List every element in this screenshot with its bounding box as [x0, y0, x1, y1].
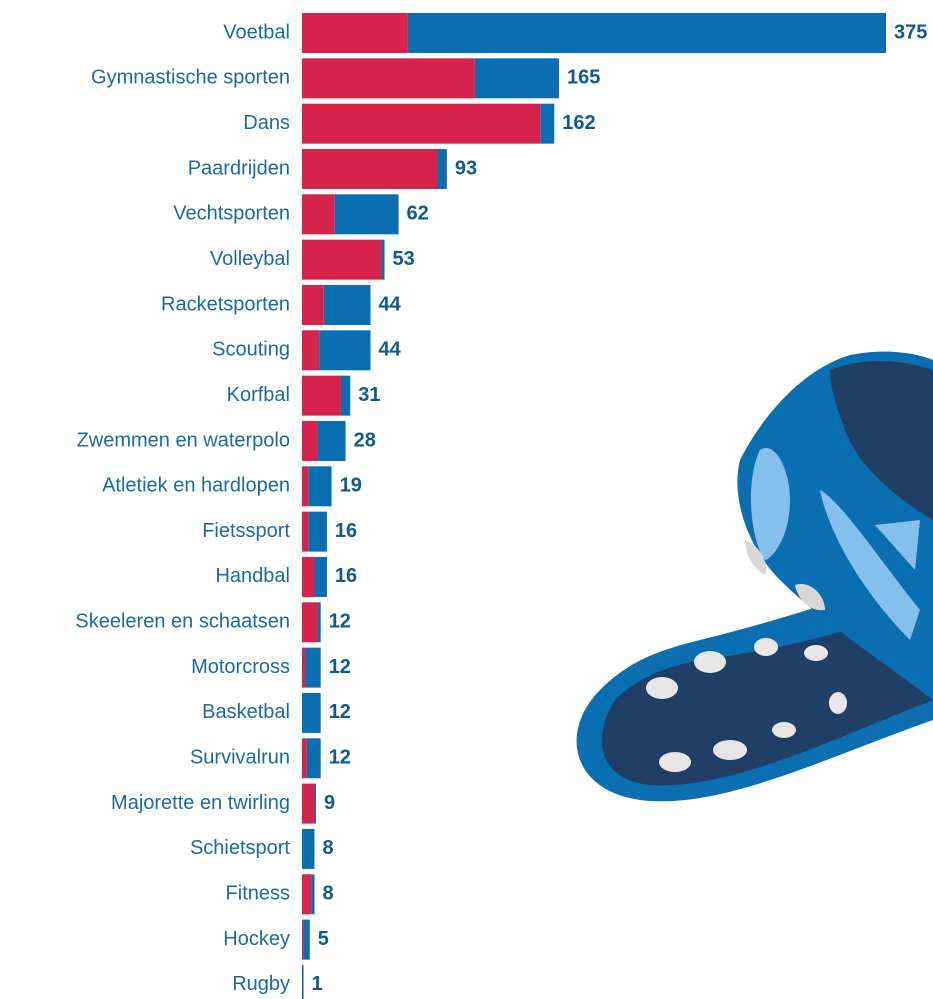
category-label: Dans [243, 112, 290, 134]
total-label: 44 [379, 293, 402, 315]
bar-segment [308, 511, 327, 552]
total-label: 16 [335, 520, 357, 542]
bar-segment [407, 13, 886, 53]
bar-segment [302, 375, 341, 416]
total-label: 8 [322, 837, 333, 859]
total-label: 19 [340, 475, 362, 497]
total-label: 62 [407, 203, 429, 225]
total-label: 12 [329, 611, 351, 633]
category-label: Majorette en twirling [111, 792, 290, 814]
bar-segment [302, 330, 320, 371]
bar-segment [314, 556, 327, 597]
bar-segment [437, 148, 447, 189]
total-label: 31 [358, 384, 380, 406]
category-label: Fietssport [202, 520, 290, 542]
total-label: 16 [335, 565, 357, 587]
category-label: Hockey [223, 928, 290, 950]
total-label: 375 [894, 21, 927, 43]
category-label: Schietsport [190, 837, 290, 859]
total-label: 8 [322, 883, 333, 905]
category-label: Voetbal [223, 21, 290, 43]
shoe-illustration [576, 351, 933, 802]
bar-segment [302, 738, 307, 779]
bar-segment [308, 466, 332, 507]
bar-segment [314, 783, 317, 824]
bar-segment [302, 194, 335, 235]
bar-segment [302, 556, 315, 597]
bar-segment [302, 919, 304, 960]
total-label: 9 [324, 792, 335, 814]
bar-segment [302, 466, 309, 507]
bar-segment [302, 58, 475, 99]
category-label: Rugby [232, 973, 290, 995]
total-label: 44 [379, 339, 402, 361]
category-label: Racketsporten [161, 293, 290, 315]
category-label: Volleybal [210, 248, 290, 270]
bar-segment [302, 239, 382, 280]
category-label: Korfbal [227, 384, 290, 406]
total-label: 12 [329, 747, 351, 769]
bar-segment [302, 420, 318, 461]
bar-segment [302, 13, 408, 53]
category-label: Motorcross [191, 656, 290, 678]
category-label: Vechtsporten [173, 203, 290, 225]
total-label: 93 [455, 157, 477, 179]
bar-segment [305, 647, 321, 688]
bar-segment [334, 194, 399, 235]
category-label: Basketbal [202, 701, 290, 723]
bar-segment [302, 511, 309, 552]
total-label: 53 [393, 248, 415, 270]
category-label: Skeeleren en schaatsen [75, 611, 290, 633]
bar-segment [474, 58, 559, 99]
bar-segment [302, 783, 315, 824]
total-label: 165 [567, 67, 600, 89]
total-label: 5 [318, 928, 329, 950]
bar-segment [317, 602, 321, 643]
bar-segment [302, 647, 306, 688]
bar-segment [302, 692, 321, 733]
total-label: 1 [312, 973, 323, 995]
total-label: 12 [329, 656, 351, 678]
category-label: Atletiek en hardlopen [102, 475, 290, 497]
bar-segment [317, 420, 346, 461]
bar-segment [302, 828, 315, 869]
category-label: Fitness [226, 883, 290, 905]
bar-segment [323, 284, 371, 325]
bar-segment [340, 375, 351, 416]
total-label: 28 [354, 429, 376, 451]
bar-segment [302, 964, 304, 999]
bar-segment [311, 874, 315, 915]
total-label: 12 [329, 701, 351, 723]
category-label: Paardrijden [188, 157, 290, 179]
category-label: Survivalrun [190, 747, 290, 769]
bar-segment [302, 874, 312, 915]
total-label: 162 [562, 112, 595, 134]
category-label: Handbal [215, 565, 290, 587]
bar-segment [540, 103, 555, 144]
bar-segment [306, 738, 321, 779]
bar-segment [319, 330, 371, 371]
category-label: Scouting [212, 339, 290, 361]
bar-segment [302, 284, 324, 325]
category-label: Zwemmen en waterpolo [77, 429, 290, 451]
bar-segment [302, 602, 318, 643]
bar-segment [302, 148, 438, 189]
category-label: Gymnastische sporten [91, 67, 290, 89]
bar-segment [303, 919, 310, 960]
bar-segment [381, 239, 385, 280]
bar-segment [302, 103, 541, 144]
